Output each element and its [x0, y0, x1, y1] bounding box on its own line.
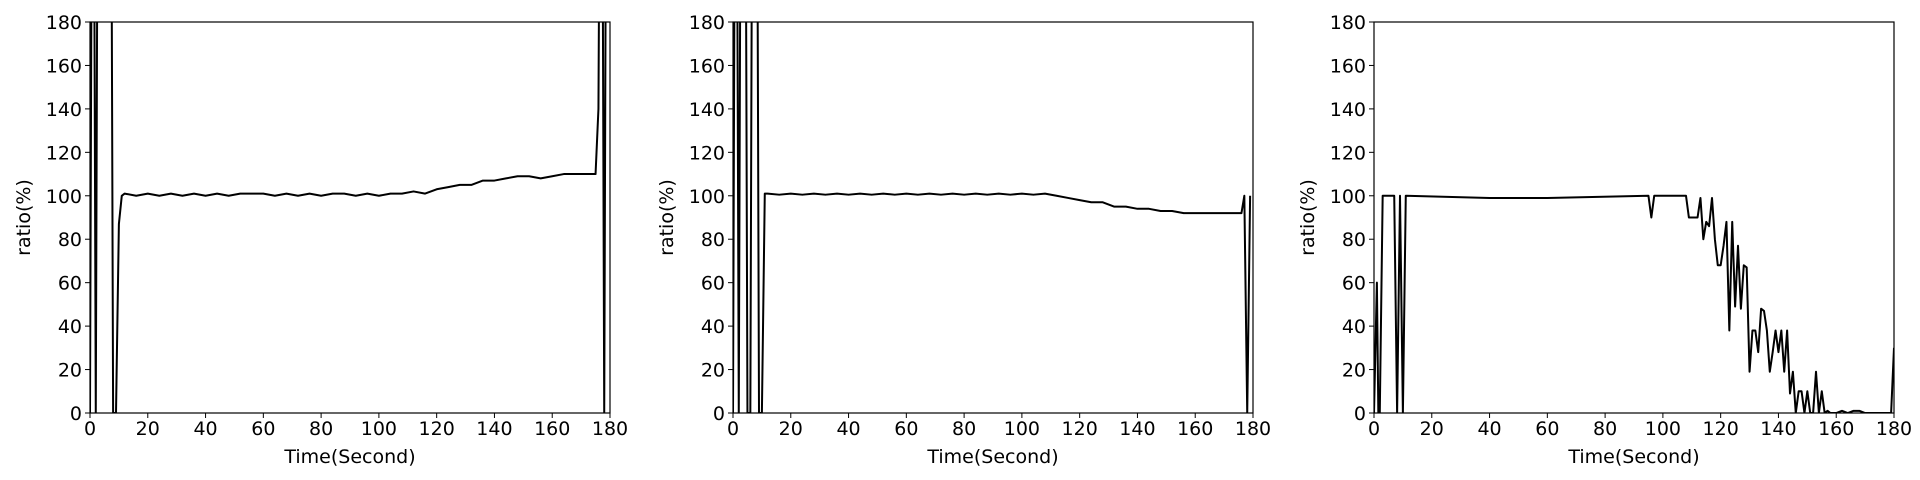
x-tick-label: 100: [361, 418, 397, 440]
y-tick-label: 120: [689, 142, 725, 164]
x-tick-label: 20: [1420, 418, 1444, 440]
y-tick-label: 80: [58, 229, 82, 251]
x-tick-label: 40: [1477, 418, 1501, 440]
data-line: [90, 22, 607, 413]
plot-frame: [732, 21, 1254, 414]
y-tick-label: 100: [46, 186, 82, 208]
x-tick-label: 40: [836, 418, 860, 440]
y-tick-label: 20: [1342, 360, 1366, 382]
x-tick-label: 60: [894, 418, 918, 440]
y-axis-label: ratio(%): [1297, 179, 1319, 256]
y-tick-label: 60: [701, 273, 725, 295]
x-tick-label: 20: [779, 418, 803, 440]
y-tick-label: 180: [46, 12, 82, 34]
x-tick-label: 80: [1593, 418, 1617, 440]
y-tick-label: 120: [1330, 142, 1366, 164]
y-tick-label: 140: [689, 99, 725, 121]
y-tick-label: 0: [70, 403, 82, 425]
x-tick-label: 180: [1235, 418, 1271, 440]
x-tick-label: 160: [534, 418, 570, 440]
y-tick-label: 0: [713, 403, 725, 425]
y-tick-label: 100: [689, 186, 725, 208]
y-tick-label: 100: [1330, 186, 1366, 208]
data-line: [1374, 194, 1894, 413]
plot: [1374, 194, 1894, 413]
x-axis-label: Time(Second): [283, 446, 415, 468]
y-axis-label: ratio(%): [656, 179, 678, 256]
x-tick-label: 0: [84, 418, 96, 440]
x-tick-label: 160: [1818, 418, 1854, 440]
x-tick-label: 80: [309, 418, 333, 440]
plot: [733, 22, 1252, 413]
x-tick-label: 180: [1876, 418, 1912, 440]
y-tick-label: 120: [46, 142, 82, 164]
y-tick-label: 0: [1354, 403, 1366, 425]
x-tick-label: 0: [727, 418, 739, 440]
y-tick-label: 40: [701, 316, 725, 338]
x-tick-label: 120: [1703, 418, 1739, 440]
y-tick-label: 160: [689, 55, 725, 77]
y-tick-label: 40: [58, 316, 82, 338]
y-tick-label: 20: [58, 360, 82, 382]
y-tick-label: 80: [1342, 229, 1366, 251]
plot-frame: [89, 21, 611, 414]
y-tick-label: 180: [1330, 12, 1366, 34]
x-axis-label: Time(Second): [1567, 446, 1699, 468]
x-tick-label: 40: [193, 418, 217, 440]
y-tick-label: 60: [58, 273, 82, 295]
x-tick-label: 100: [1645, 418, 1681, 440]
x-tick-label: 140: [1119, 418, 1155, 440]
x-tick-label: 100: [1004, 418, 1040, 440]
y-tick-label: 180: [689, 12, 725, 34]
x-tick-label: 120: [419, 418, 455, 440]
y-tick-label: 40: [1342, 316, 1366, 338]
x-tick-label: 60: [1535, 418, 1559, 440]
x-tick-label: 160: [1177, 418, 1213, 440]
x-tick-label: 180: [592, 418, 628, 440]
x-tick-label: 20: [136, 418, 160, 440]
x-tick-label: 120: [1062, 418, 1098, 440]
y-tick-label: 20: [701, 360, 725, 382]
x-tick-label: 60: [251, 418, 275, 440]
y-tick-label: 140: [1330, 99, 1366, 121]
x-axis-label: Time(Second): [926, 446, 1058, 468]
y-tick-label: 80: [701, 229, 725, 251]
y-tick-label: 160: [46, 55, 82, 77]
y-tick-label: 60: [1342, 273, 1366, 295]
data-line: [733, 22, 1252, 413]
y-tick-label: 160: [1330, 55, 1366, 77]
y-tick-label: 140: [46, 99, 82, 121]
plot-frame: [1373, 21, 1895, 414]
x-tick-label: 140: [1760, 418, 1796, 440]
y-axis-label: ratio(%): [13, 179, 35, 256]
x-tick-label: 140: [476, 418, 512, 440]
x-tick-label: 0: [1368, 418, 1380, 440]
x-tick-label: 80: [952, 418, 976, 440]
plot: [90, 22, 607, 413]
